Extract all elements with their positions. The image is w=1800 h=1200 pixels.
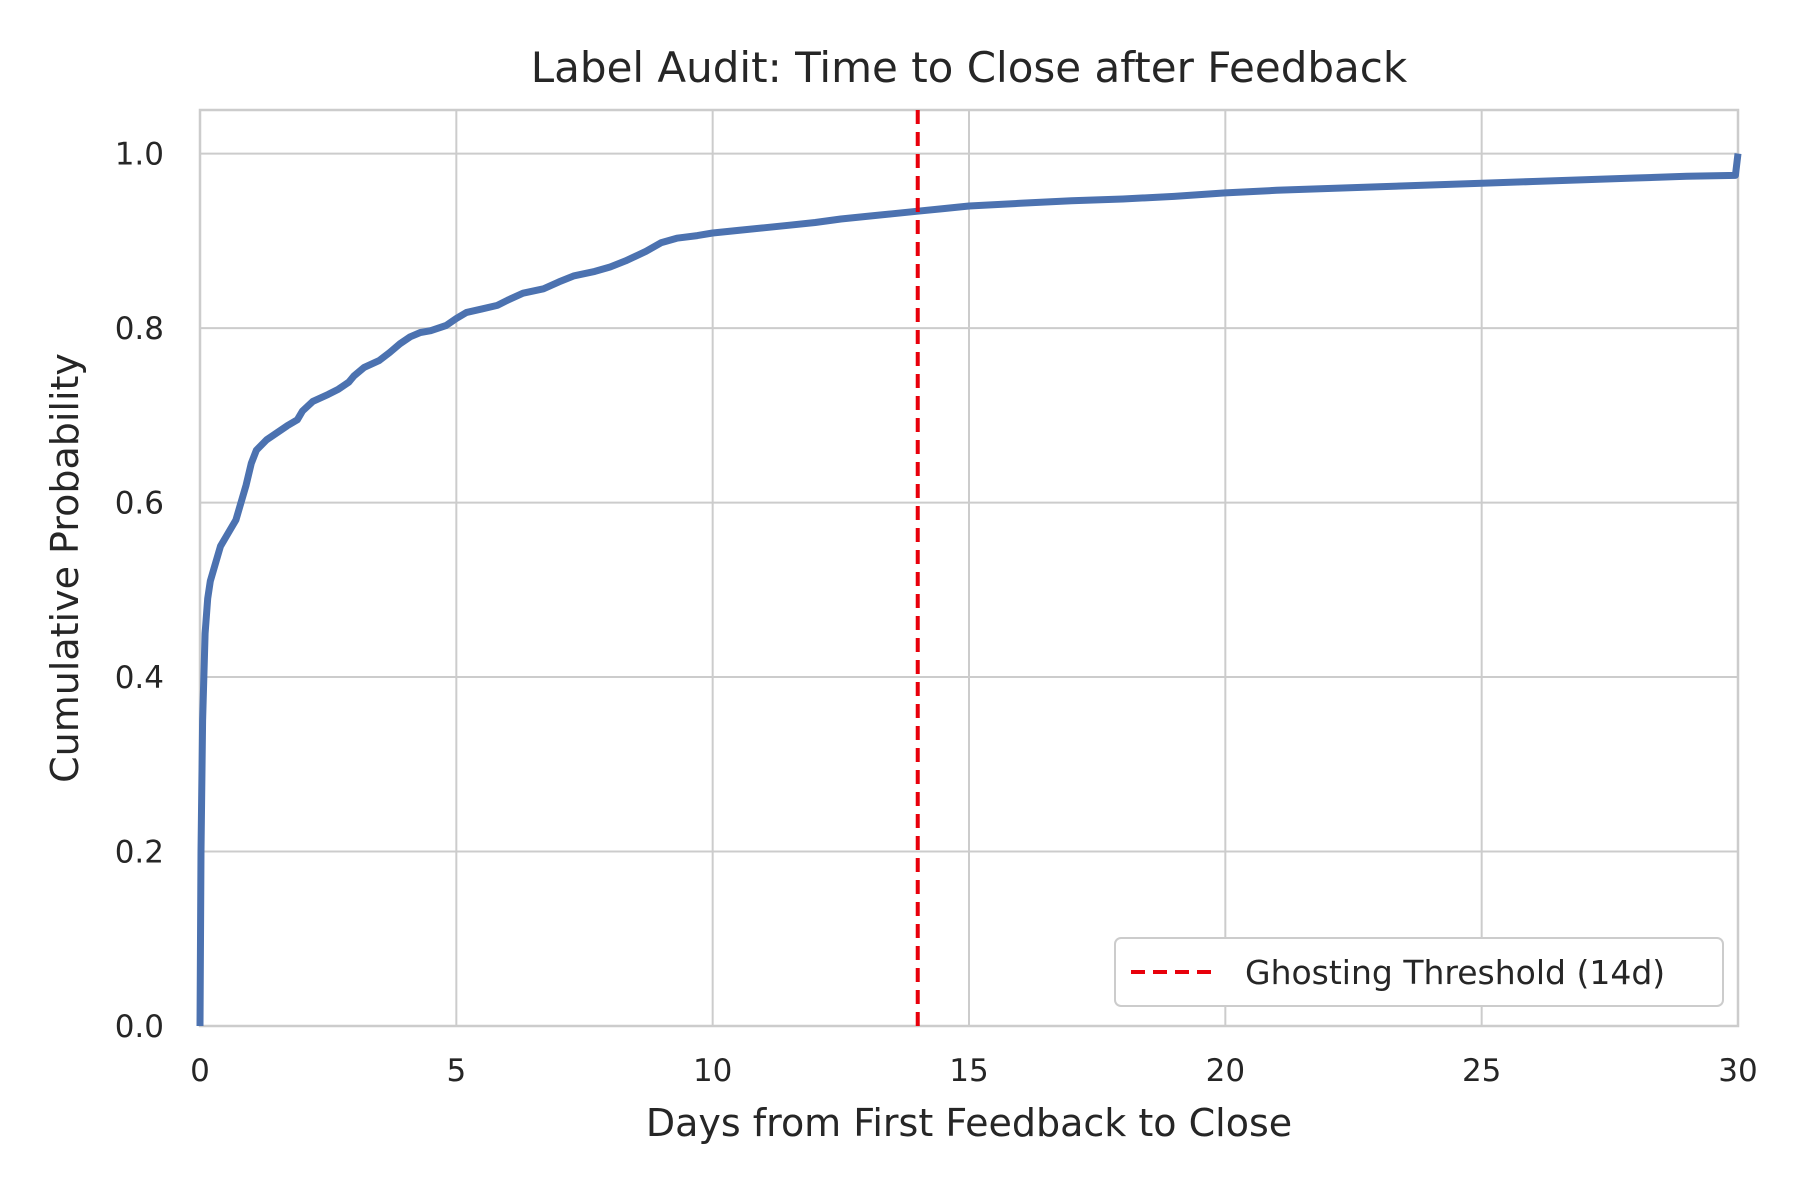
y-tick-label: 0.4 (115, 660, 164, 696)
x-tick-label: 30 (1718, 1053, 1757, 1089)
cdf-series-line (196, 153, 1742, 1027)
x-tick-label: 20 (1206, 1053, 1245, 1089)
legend: Ghosting Threshold (14d) (1114, 937, 1724, 1007)
x-tick-label: 25 (1462, 1053, 1501, 1089)
data-layer (196, 110, 1742, 1027)
y-tick-label: 0.0 (115, 1009, 164, 1045)
legend-label-threshold: Ghosting Threshold (14d) (1245, 953, 1665, 992)
x-tick-label: 5 (446, 1053, 466, 1089)
y-tick-label: 0.2 (115, 835, 164, 871)
legend-box (1114, 937, 1724, 1007)
plot-frame (198, 108, 1740, 1028)
x-tick-label: 15 (949, 1053, 988, 1089)
x-tick-label: 10 (693, 1053, 732, 1089)
y-axis-label: Cumulative Probability (43, 353, 87, 783)
y-tick-label: 1.0 (115, 137, 164, 173)
tick-labels: 0 5 10 15 20 25 30 0.0 0.2 0.4 0.6 0.8 1.0 (115, 137, 1758, 1089)
x-axis-label: Days from First Feedback to Close (646, 1101, 1292, 1145)
chart-title: Label Audit: Time to Close after Feedbac… (531, 43, 1408, 92)
y-tick-label: 0.6 (115, 486, 164, 522)
y-tick-label: 0.8 (115, 311, 164, 347)
x-tick-label: 0 (190, 1053, 210, 1089)
